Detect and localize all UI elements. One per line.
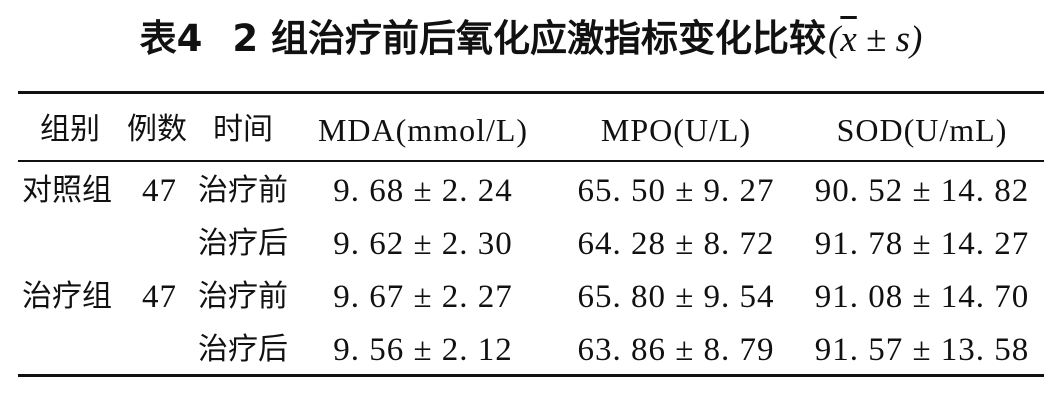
cell-mpo: 64. 28 ± 8. 72 — [577, 226, 775, 262]
statistic-notation: (x ± s) — [828, 19, 922, 60]
cell-mda: 9. 68 ± 2. 24 — [333, 173, 513, 209]
table-caption: 表4 2 组治疗前后氧化应激指标变化比较(x ± s) — [0, 14, 1062, 65]
cell-group: 对照组 — [22, 173, 112, 208]
cell-time: 治疗前 — [198, 173, 288, 208]
stat-open-paren: ( — [828, 19, 841, 60]
cell-sod: 91. 08 ± 14. 70 — [814, 279, 1030, 315]
stat-close-paren: ) — [910, 19, 923, 60]
header-mda: MDA(mmol/L) — [317, 112, 529, 148]
cell-mpo: 65. 50 ± 9. 27 — [577, 173, 775, 209]
cell-sod: 90. 52 ± 14. 82 — [814, 173, 1030, 209]
header-mpo: MPO(U/L) — [600, 112, 752, 148]
cell-sod: 91. 78 ± 14. 27 — [814, 226, 1030, 262]
cell-n: 47 — [142, 173, 177, 209]
stat-sd-symbol: ± s — [856, 19, 911, 60]
bottom-rule — [18, 374, 1044, 377]
cell-mpo: 63. 86 ± 8. 79 — [577, 332, 775, 368]
table-number: 表4 — [139, 17, 203, 60]
cell-mda: 9. 56 ± 2. 12 — [333, 332, 513, 368]
stat-mean-symbol: x — [840, 19, 857, 60]
header-time: 时间 — [213, 112, 273, 147]
header-group: 组别 — [40, 112, 100, 147]
cell-time: 治疗后 — [198, 332, 288, 367]
cell-group: 治疗组 — [22, 279, 112, 314]
cell-mda: 9. 67 ± 2. 27 — [333, 279, 513, 315]
cell-time: 治疗后 — [198, 226, 288, 261]
cell-n: 47 — [142, 279, 177, 315]
cell-mpo: 65. 80 ± 9. 54 — [577, 279, 775, 315]
cell-time: 治疗前 — [198, 279, 288, 314]
cell-mda: 9. 62 ± 2. 30 — [333, 226, 513, 262]
top-rule — [18, 91, 1044, 94]
header-n: 例数 — [127, 112, 187, 147]
header-sod: SOD(U/mL) — [836, 112, 1008, 148]
table-title: 2 组治疗前后氧化应激指标变化比较 — [232, 17, 827, 60]
header-rule — [18, 160, 1044, 162]
cell-sod: 91. 57 ± 13. 58 — [814, 332, 1030, 368]
